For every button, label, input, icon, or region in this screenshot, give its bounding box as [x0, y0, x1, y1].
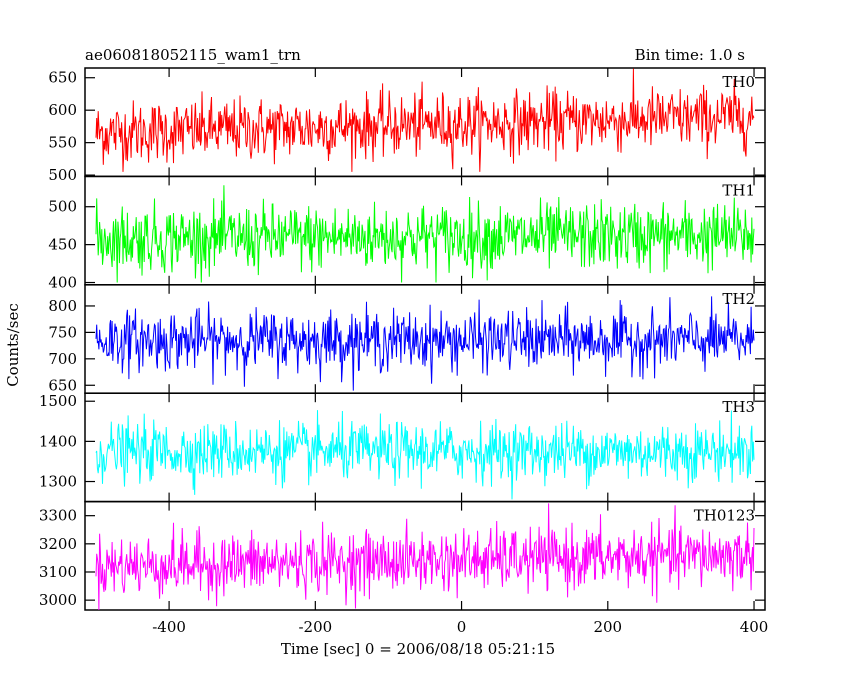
panel-label: TH0	[722, 73, 755, 91]
series-line-th0	[95, 68, 755, 172]
y-tick-label: 3000	[39, 591, 77, 609]
panel-th0123: 3000 3100 3200 3300 TH0123	[39, 500, 766, 611]
y-tick-label: 500	[48, 198, 77, 216]
y-tick-label: 600	[48, 101, 77, 119]
series-line-th2	[95, 296, 755, 391]
x-tick-label: 0	[457, 618, 467, 636]
y-tick-label: 500	[48, 166, 77, 184]
y-tick-label: 650	[48, 376, 77, 394]
panel-label: TH2	[722, 290, 755, 308]
panels-group: 500 550 600 650 TH0 400 450 500 TH1 650 700 750 800 T…	[39, 67, 766, 611]
series-line-th1	[95, 185, 755, 283]
y-tick-label: 550	[48, 134, 77, 152]
x-axis: -400 -200 0 200 400	[152, 618, 768, 636]
y-tick-label: 750	[48, 323, 77, 341]
x-tick-label: -200	[298, 618, 332, 636]
x-tick-label: 200	[593, 618, 622, 636]
panel-label: TH1	[722, 181, 755, 199]
panel-th0: 500 550 600 650 TH0	[48, 67, 766, 184]
y-tick-label: 1300	[39, 473, 77, 491]
chart-title: ae060818052115_wam1_trn	[85, 46, 301, 64]
panel-th3: 1300 1400 1500 TH3	[39, 392, 766, 503]
x-tick-label: -400	[152, 618, 186, 636]
y-tick-label: 3300	[39, 507, 77, 525]
y-tick-label: 1400	[39, 432, 77, 450]
bin-time-label: Bin time: 1.0 s	[635, 46, 745, 64]
panel-label: TH3	[722, 398, 755, 416]
panel-label: TH0123	[694, 507, 755, 525]
series-line-th3	[95, 410, 755, 500]
series-line-th0123	[95, 503, 755, 611]
y-tick-label: 3100	[39, 563, 77, 581]
x-tick-label: 400	[740, 618, 769, 636]
y-tick-label: 1500	[39, 392, 77, 410]
y-tick-label: 3200	[39, 535, 77, 553]
panel-frame	[84, 500, 766, 611]
panel-frame	[84, 175, 766, 286]
y-tick-label: 450	[48, 236, 77, 254]
y-tick-label: 400	[48, 274, 77, 292]
y-tick-label: 650	[48, 69, 77, 87]
x-axis-label: Time [sec] 0 = 2006/08/18 05:21:15	[281, 640, 555, 658]
panel-th1: 400 450 500 TH1	[48, 175, 766, 292]
y-tick-label: 800	[48, 297, 77, 315]
y-axis-label: Counts/sec	[4, 303, 22, 387]
panel-th2: 650 700 750 800 TH2	[48, 284, 766, 394]
y-tick-label: 700	[48, 350, 77, 368]
